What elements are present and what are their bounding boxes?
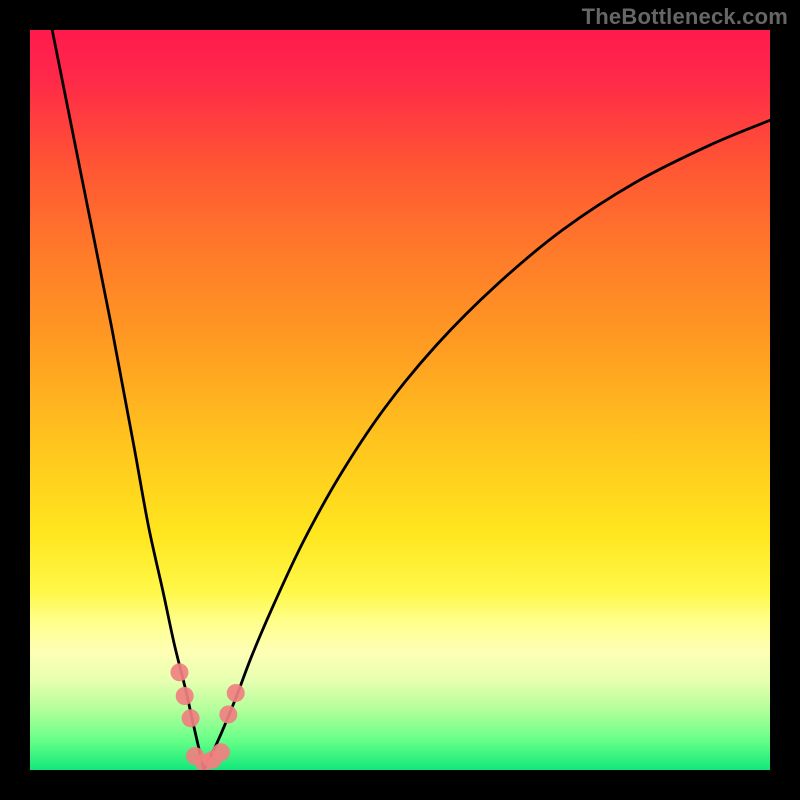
marker-left [182,709,200,727]
gradient-bg [30,30,770,770]
plot-area [30,30,770,770]
marker-bottom [212,743,230,761]
marker-right [219,706,237,724]
marker-left [170,663,188,681]
marker-right [227,684,245,702]
chart-container: TheBottleneck.com [0,0,800,800]
watermark-text: TheBottleneck.com [582,4,788,30]
chart-svg [30,30,770,770]
marker-left [176,687,194,705]
